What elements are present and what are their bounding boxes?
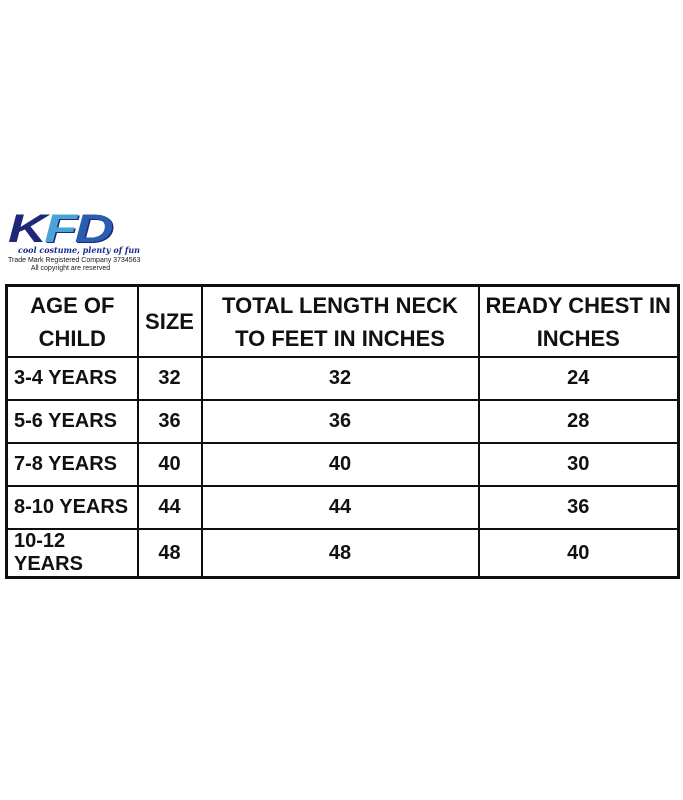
cell-length: 36 bbox=[200, 399, 480, 444]
table-row: 7-8 YEARS 40 40 30 bbox=[5, 442, 680, 487]
logo-letter-k: K bbox=[8, 207, 47, 251]
cell-size: 36 bbox=[136, 399, 203, 444]
cell-length: 48 bbox=[200, 528, 480, 579]
header-age-of-child: AGE OF CHILD bbox=[5, 284, 139, 358]
brand-block: KFD cool costume, plenty of fun Trade Ma… bbox=[8, 207, 146, 272]
header-size: SIZE bbox=[136, 284, 203, 358]
cell-chest: 40 bbox=[477, 528, 680, 579]
table-row: 3-4 YEARS 32 32 24 bbox=[5, 356, 680, 401]
cell-chest: 30 bbox=[477, 442, 680, 487]
cell-length: 32 bbox=[200, 356, 480, 401]
cell-chest: 24 bbox=[477, 356, 680, 401]
cell-age: 8-10 YEARS bbox=[5, 485, 139, 530]
brand-tagline: cool costume, plenty of fun bbox=[17, 245, 140, 255]
cell-size: 32 bbox=[136, 356, 203, 401]
cell-chest: 36 bbox=[477, 485, 680, 530]
header-row: AGE OF CHILD SIZE TOTAL LENGTH NECK TO F… bbox=[5, 284, 680, 358]
logo-letter-d: D bbox=[74, 207, 114, 251]
kfd-logo: KFD bbox=[8, 207, 114, 251]
cell-size: 40 bbox=[136, 442, 203, 487]
header-total-length: TOTAL LENGTH NECK TO FEET IN INCHES bbox=[200, 284, 480, 358]
logo-letter-f: F bbox=[44, 207, 77, 251]
copyright-line: All copyright are reserved bbox=[30, 265, 111, 272]
table-row: 8-10 YEARS 44 44 36 bbox=[5, 485, 680, 530]
table-row: 5-6 YEARS 36 36 28 bbox=[5, 399, 680, 444]
cell-age: 3-4 YEARS bbox=[5, 356, 139, 401]
cell-chest: 28 bbox=[477, 399, 680, 444]
cell-length: 44 bbox=[200, 485, 480, 530]
size-chart-table: AGE OF CHILD SIZE TOTAL LENGTH NECK TO F… bbox=[5, 284, 680, 579]
cell-length: 40 bbox=[200, 442, 480, 487]
cell-age: 7-8 YEARS bbox=[5, 442, 139, 487]
cell-age: 5-6 YEARS bbox=[5, 399, 139, 444]
table-row: 10-12 YEARS 48 48 40 bbox=[5, 528, 680, 579]
cell-age: 10-12 YEARS bbox=[5, 528, 139, 579]
cell-size: 48 bbox=[136, 528, 203, 579]
trademark-line: Trade Mark Registered Company 3734563 bbox=[8, 257, 141, 264]
cell-size: 44 bbox=[136, 485, 203, 530]
header-ready-chest: READY CHEST IN INCHES bbox=[477, 284, 680, 358]
